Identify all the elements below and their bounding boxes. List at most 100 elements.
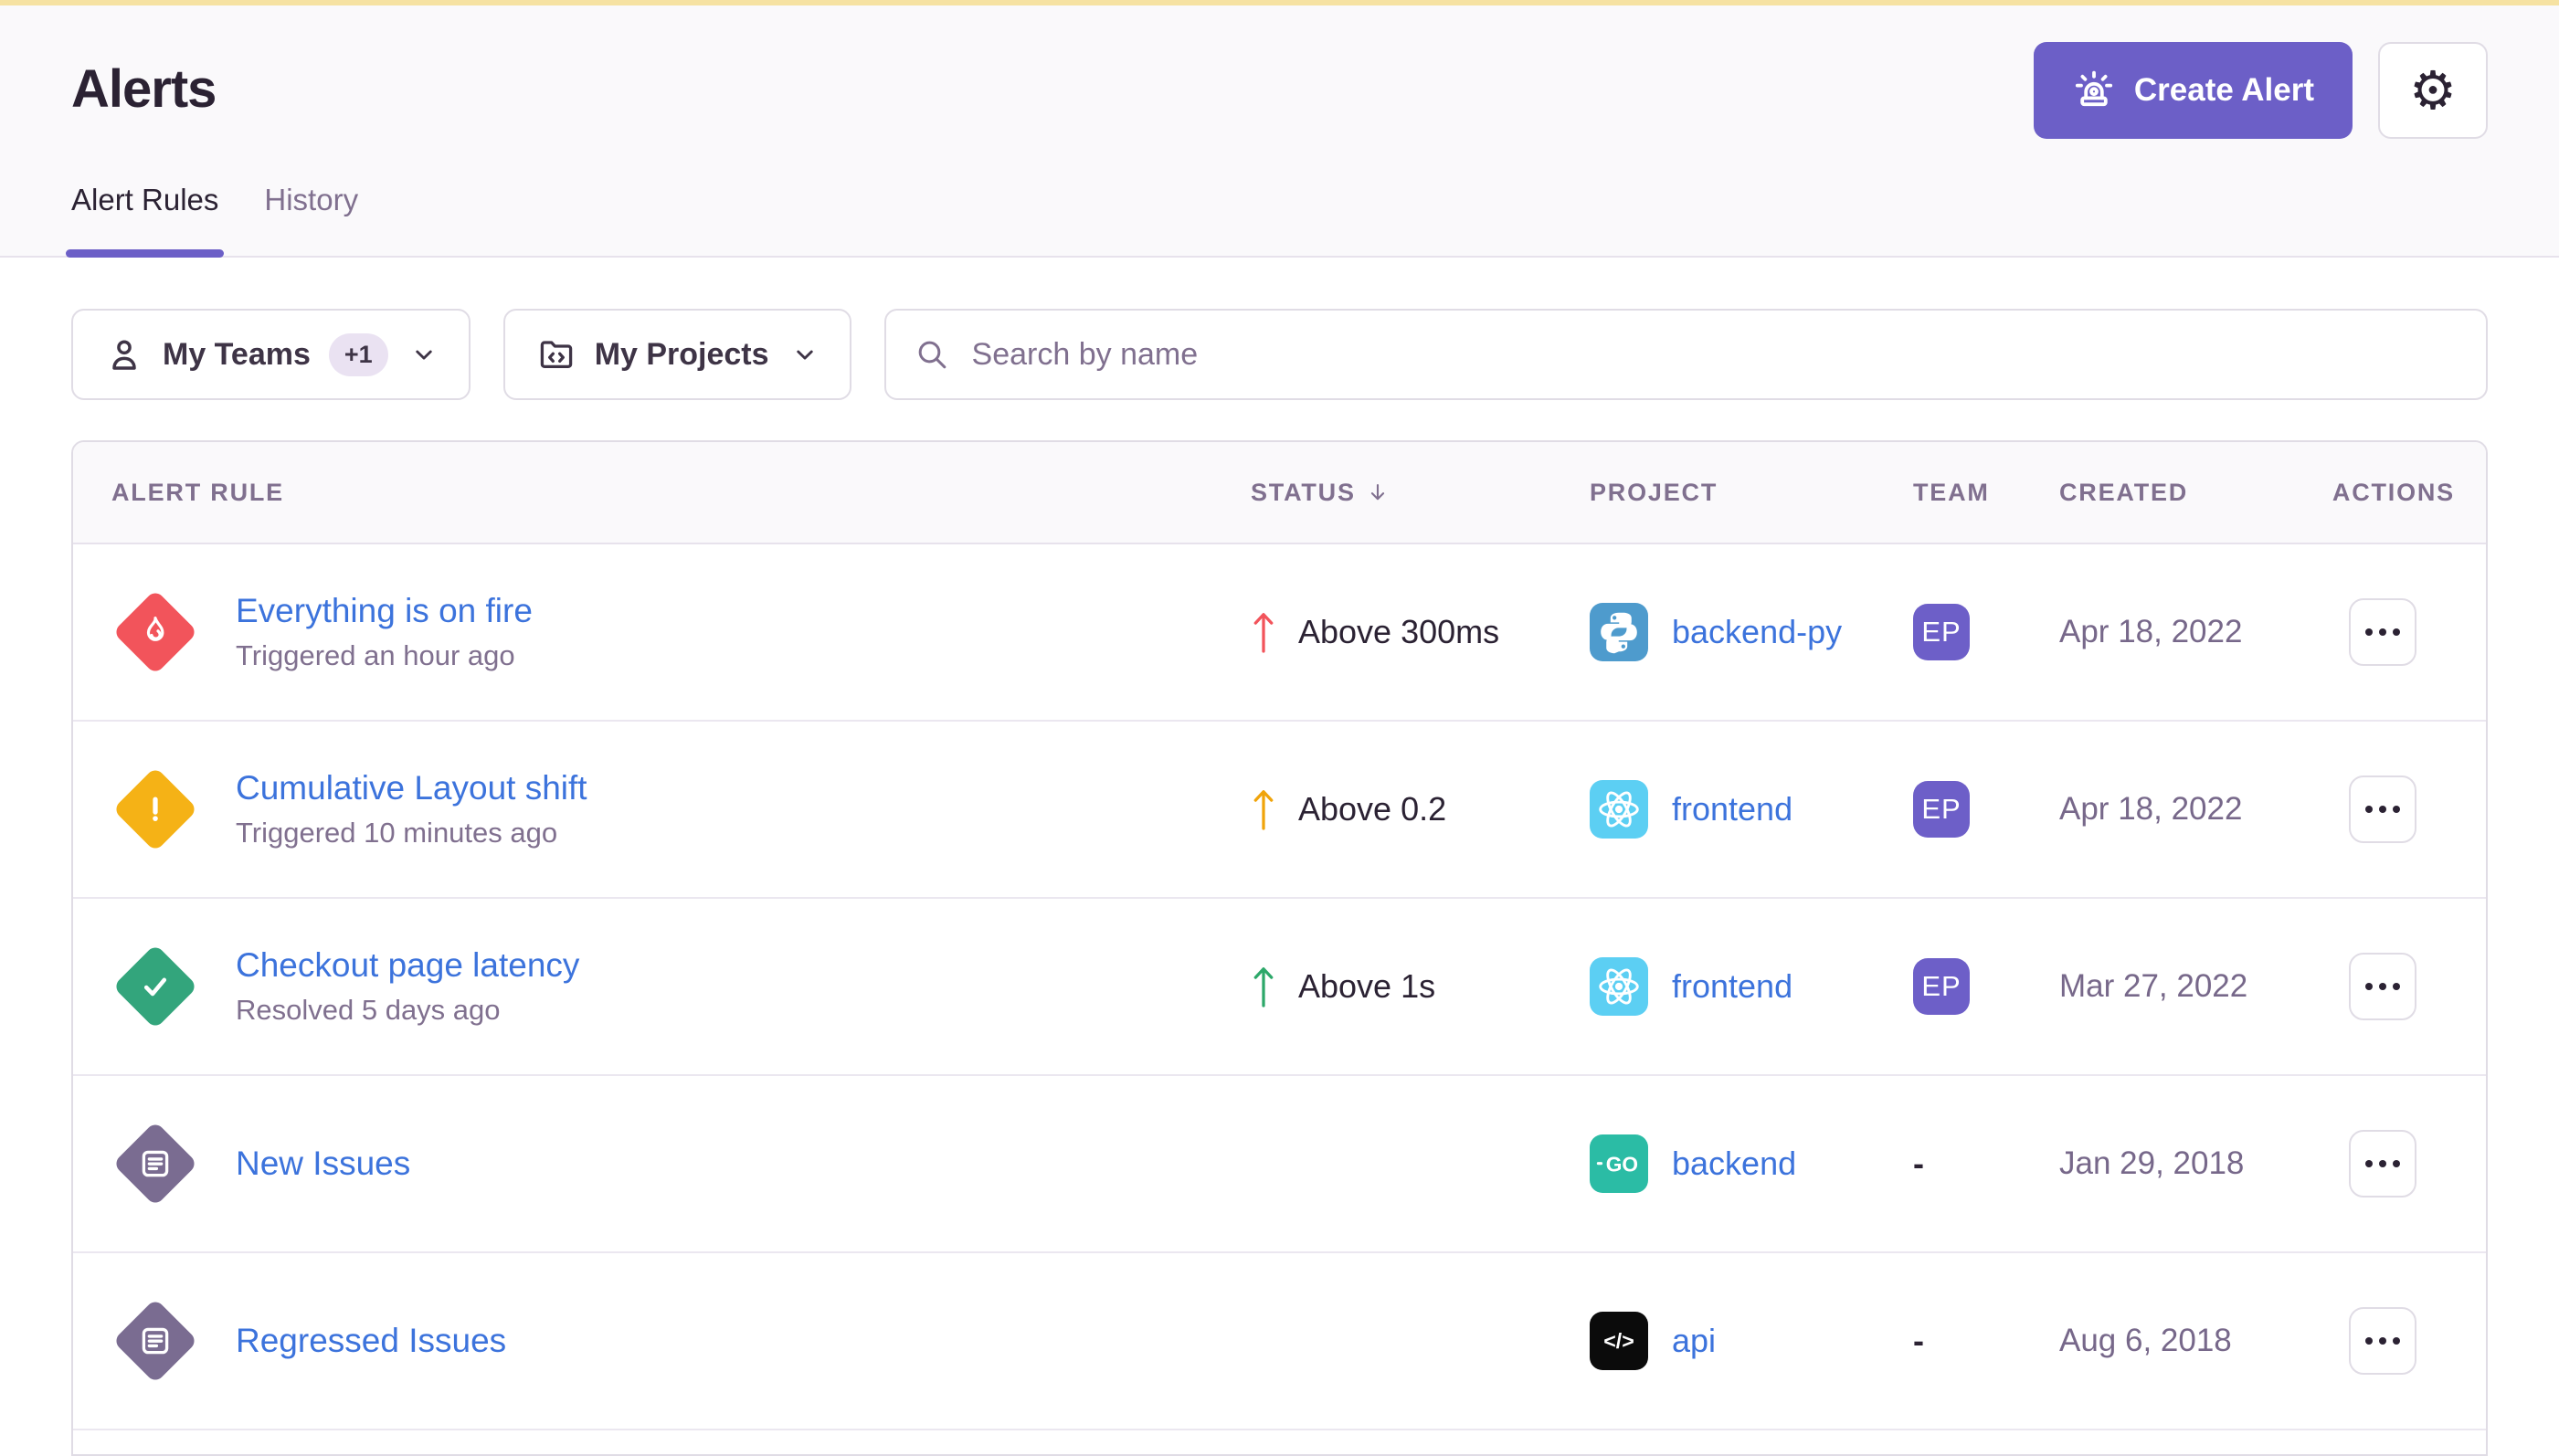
table-row[interactable]: New Issues backend - Jan 29, 2018 [73, 1076, 2486, 1253]
column-header-project: PROJECT [1590, 478, 1718, 506]
chevron-down-icon [410, 341, 438, 368]
create-alert-label: Create Alert [2133, 72, 2314, 108]
tab-history-label: History [264, 183, 359, 216]
person-icon [104, 334, 144, 375]
ellipsis-icon [2365, 1337, 2373, 1345]
python-icon [1592, 606, 1645, 659]
alert-rule-subtitle: Triggered an hour ago [236, 639, 515, 671]
tab-alert-rules[interactable]: Alert Rules [65, 183, 225, 258]
project-link[interactable]: backend-py [1672, 613, 1843, 650]
tab-bar: Alert Rules History [65, 183, 2488, 258]
search-box [883, 309, 2488, 400]
project-link[interactable]: frontend [1672, 790, 1793, 828]
status-text: Above 1s [1298, 967, 1436, 1005]
team-badge: EP [1913, 781, 1970, 838]
ellipsis-icon [2365, 1160, 2373, 1167]
project-cell: backend-py [1590, 603, 1913, 661]
content: My Teams +1 My Projects ALERT RULE STATU… [0, 258, 2559, 1456]
project-link[interactable]: backend [1672, 1145, 1797, 1182]
column-header-created: CREATED [2059, 478, 2189, 506]
ellipsis-icon [2365, 628, 2373, 636]
created-date: Jan 29, 2018 [2059, 1145, 2245, 1181]
settings-button[interactable]: ⚙ [2378, 42, 2488, 139]
column-header-status[interactable]: STATUS [1251, 479, 1590, 507]
environment-banner [0, 0, 2559, 5]
table-body: Everything is on fire Triggered an hour … [73, 544, 2486, 1430]
team-badge: EP [1913, 958, 1970, 1015]
status-text: Above 300ms [1298, 613, 1500, 650]
gear-icon: ⚙ [2409, 59, 2457, 121]
projects-filter-label: My Projects [594, 336, 769, 372]
react-icon [1592, 783, 1645, 836]
project-link[interactable]: frontend [1672, 967, 1793, 1005]
teams-filter-label: My Teams [163, 336, 311, 372]
project-cell: frontend [1590, 780, 1913, 839]
table-row[interactable]: Checkout page latency Resolved 5 days ag… [73, 899, 2486, 1076]
alert-rule-link[interactable]: Cumulative Layout shift [236, 769, 587, 807]
code-icon [1592, 1314, 1645, 1367]
search-input[interactable] [969, 335, 2459, 374]
team-badge: EP [1913, 604, 1970, 660]
ellipsis-icon [2365, 806, 2373, 813]
create-alert-button[interactable]: Create Alert [2033, 42, 2353, 139]
row-actions-button[interactable] [2349, 953, 2416, 1020]
column-header-alert-rule: ALERT RULE [111, 478, 284, 506]
project-cell: backend [1590, 1134, 1913, 1193]
status-cell: Above 1s [1251, 960, 1590, 1013]
alert-rule-link[interactable]: Everything is on fire [236, 592, 533, 629]
team-cell: EP [1913, 604, 2059, 660]
status-cell: Above 300ms [1251, 606, 1590, 659]
alert-rule-link[interactable]: Regressed Issues [236, 1322, 507, 1359]
react-icon [1592, 960, 1645, 1013]
team-cell: EP [1913, 958, 2059, 1015]
team-empty: - [1913, 1322, 1924, 1359]
projects-filter-button[interactable]: My Projects [502, 309, 851, 400]
team-empty: - [1913, 1145, 1924, 1182]
row-actions-button[interactable] [2349, 1307, 2416, 1375]
issues-icon [136, 1322, 174, 1360]
page-title: Alerts [71, 59, 217, 119]
alerts-table: ALERT RULE STATUS PROJECT TEAM CREATED A… [71, 440, 2488, 1456]
arrow-up-icon [1251, 783, 1276, 836]
arrow-up-icon [1251, 606, 1276, 659]
tab-alert-rules-label: Alert Rules [71, 183, 219, 216]
row-actions-button[interactable] [2349, 775, 2416, 843]
page-header: Alerts Create Alert ⚙ Alert Rules Histor… [0, 5, 2559, 258]
project-cell: api [1590, 1312, 1913, 1370]
teams-extra-badge: +1 [328, 332, 388, 376]
exclaim-icon [136, 790, 174, 828]
search-icon [914, 336, 950, 373]
folder-code-icon [536, 334, 576, 375]
row-actions-button[interactable] [2349, 598, 2416, 666]
tab-history[interactable]: History [264, 183, 358, 256]
table-row[interactable]: Regressed Issues api - Aug 6, 2018 [73, 1253, 2486, 1430]
created-date: Apr 18, 2022 [2059, 614, 2243, 649]
alert-rule-link[interactable]: New Issues [236, 1145, 411, 1182]
issues-icon [136, 1145, 174, 1183]
created-date: Apr 18, 2022 [2059, 791, 2243, 827]
status-text: Above 0.2 [1298, 790, 1447, 828]
siren-icon [2072, 69, 2116, 112]
alert-rule-subtitle: Triggered 10 minutes ago [236, 817, 558, 849]
table-row[interactable]: Everything is on fire Triggered an hour … [73, 544, 2486, 722]
created-date: Aug 6, 2018 [2059, 1323, 2232, 1358]
table-row[interactable]: Cumulative Layout shift Triggered 10 min… [73, 722, 2486, 899]
check-icon [136, 967, 174, 1006]
table-header-row: ALERT RULE STATUS PROJECT TEAM CREATED A… [73, 442, 2486, 544]
alert-rule-link[interactable]: Checkout page latency [236, 946, 580, 984]
project-cell: frontend [1590, 957, 1913, 1016]
team-cell: EP [1913, 781, 2059, 838]
team-cell: - [1913, 1322, 2059, 1360]
column-header-team: TEAM [1913, 478, 1990, 506]
teams-filter-button[interactable]: My Teams +1 [71, 309, 471, 400]
go-icon [1592, 1137, 1645, 1190]
arrow-up-icon [1251, 960, 1276, 1013]
alert-rule-subtitle: Resolved 5 days ago [236, 994, 501, 1026]
created-date: Mar 27, 2022 [2059, 968, 2248, 1004]
row-actions-button[interactable] [2349, 1130, 2416, 1198]
project-link[interactable]: api [1672, 1322, 1717, 1359]
sort-down-icon [1365, 480, 1391, 505]
fire-icon [136, 613, 174, 651]
filter-bar: My Teams +1 My Projects [71, 309, 2488, 400]
ellipsis-icon [2365, 983, 2373, 990]
